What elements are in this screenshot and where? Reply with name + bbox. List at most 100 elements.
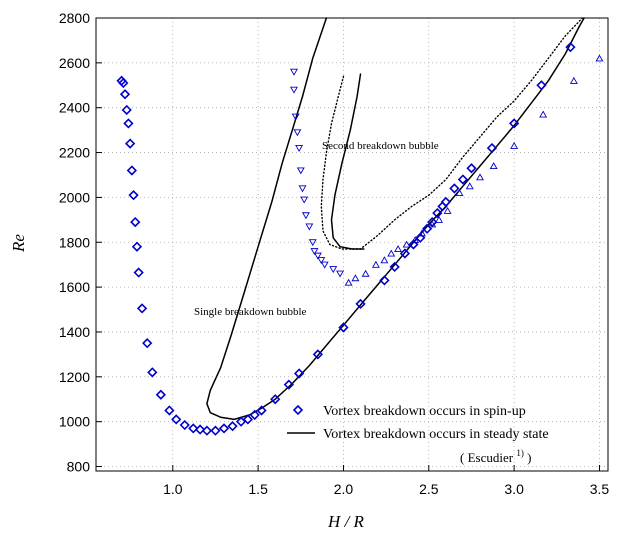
- x-tick-label: 1.0: [163, 481, 183, 497]
- triangle-up-point: [351, 274, 360, 282]
- triangle-up-point: [510, 141, 519, 149]
- legend-citation: ( Escudier 1) ): [460, 448, 531, 465]
- triangle-down-point: [295, 145, 304, 152]
- diamond-point: [194, 424, 206, 435]
- diamond-point: [128, 190, 139, 201]
- diamond-point: [179, 419, 190, 431]
- triangle-up-point: [371, 260, 380, 268]
- diamond-point: [242, 414, 254, 425]
- triangle-up-point: [435, 215, 444, 223]
- diamond-point: [427, 216, 438, 228]
- diamond-point: [293, 368, 305, 379]
- diamond-point: [155, 389, 166, 400]
- triangle-up-point: [455, 189, 464, 196]
- diamond-point: [536, 80, 547, 91]
- triangle-down-point: [313, 252, 322, 260]
- triangle-down-point: [291, 113, 300, 121]
- triangle-down-point: [298, 185, 307, 193]
- diamond-point: [440, 196, 451, 208]
- x-tick-label: 3.0: [504, 481, 524, 497]
- diamond-point: [130, 216, 141, 228]
- diamond-point: [210, 425, 221, 436]
- y-tick-label: 2400: [59, 100, 90, 116]
- triangle-up-point: [402, 240, 411, 248]
- diamond-point: [136, 303, 148, 314]
- triangle-up-point: [465, 182, 474, 190]
- diamond-point: [486, 142, 498, 154]
- diamond-point: [133, 267, 144, 278]
- legend-spinup-label: Vortex breakdown occurs in spin-up: [323, 404, 526, 419]
- y-tick-label: 2800: [59, 10, 90, 26]
- y-tick-label: 800: [67, 459, 91, 475]
- diamond-point: [408, 239, 419, 250]
- diamond-point: [147, 367, 158, 378]
- diamond-point: [249, 409, 260, 421]
- x-axis-label: H / R: [327, 512, 365, 531]
- triangle-up-point: [387, 249, 396, 257]
- diamond-point: [171, 414, 182, 425]
- triangle-down-point: [317, 257, 326, 265]
- diamond-point: [379, 275, 390, 286]
- diamond-point: [449, 183, 460, 194]
- diamond-point: [142, 338, 153, 349]
- axis-ticks: 1.0 1.5 2.0 2.5 3.0 3.5 800 1000 1200 1400 1600 180…: [59, 10, 610, 497]
- diamond-point: [270, 394, 281, 405]
- diamond-point: [565, 42, 576, 53]
- triangle-down-point: [310, 248, 319, 256]
- x-tick-label: 1.5: [248, 481, 268, 497]
- data-markers: [116, 42, 604, 436]
- diamond-point: [256, 405, 267, 416]
- y-tick-label: 1000: [59, 414, 90, 430]
- y-tick-label: 1400: [59, 324, 90, 340]
- legend-diamond-marker: [292, 404, 304, 416]
- x-tick-label: 3.5: [590, 481, 610, 497]
- triangle-down-point: [308, 239, 317, 247]
- y-tick-label: 2200: [59, 145, 90, 161]
- dotted-boundary-line-0: [320, 17, 584, 250]
- triangle-up-point: [411, 236, 420, 244]
- triangle-down-point: [293, 129, 302, 137]
- citation-prefix: ( Escudier: [460, 450, 516, 465]
- triangle-down-point: [289, 68, 298, 76]
- annotation-second-bubble: Second breakdown bubble: [322, 140, 439, 152]
- diamond-point: [118, 77, 129, 89]
- diamond-point: [121, 104, 132, 116]
- annotation-single-bubble: Single breakdown bubble: [194, 306, 307, 318]
- diamond-point: [415, 232, 426, 243]
- citation-ref: 1): [516, 448, 524, 458]
- y-tick-label: 1200: [59, 369, 90, 385]
- x-tick-label: 2.5: [419, 481, 439, 497]
- y-tick-label: 2600: [59, 55, 90, 71]
- diamond-point: [123, 118, 134, 129]
- y-tick-label: 1600: [59, 279, 90, 295]
- triangle-up-point: [595, 54, 604, 62]
- triangle-up-point: [539, 110, 548, 118]
- triangle-up-point: [443, 206, 452, 214]
- triangle-down-point: [305, 223, 314, 231]
- triangle-up-point: [361, 269, 370, 277]
- diamond-point: [119, 89, 131, 100]
- y-axis-label: Re: [9, 234, 28, 253]
- plot-frame: [95, 17, 609, 472]
- diamond-point: [389, 261, 400, 273]
- triangle-down-point: [336, 270, 345, 278]
- triangle-up-point: [569, 76, 578, 84]
- diamond-point: [312, 349, 323, 360]
- y-tick-label: 2000: [59, 189, 90, 205]
- diamond-point: [509, 118, 520, 129]
- triangle-down-point: [320, 261, 329, 269]
- triangle-up-point: [476, 173, 484, 181]
- diamond-point: [355, 298, 366, 310]
- diamond-point: [338, 322, 349, 333]
- diamond-point: [399, 248, 411, 259]
- steady-state-lines: [206, 17, 585, 421]
- triangle-down-point: [296, 167, 305, 175]
- triangle-down-point: [329, 266, 338, 274]
- diamond-point: [126, 165, 137, 176]
- diamond-point: [201, 425, 213, 436]
- diamond-point: [432, 207, 443, 219]
- legend-steady-label: Vortex breakdown occurs in steady state: [323, 427, 549, 442]
- triangle-down-point: [301, 212, 310, 220]
- triangle-up-point: [344, 278, 353, 286]
